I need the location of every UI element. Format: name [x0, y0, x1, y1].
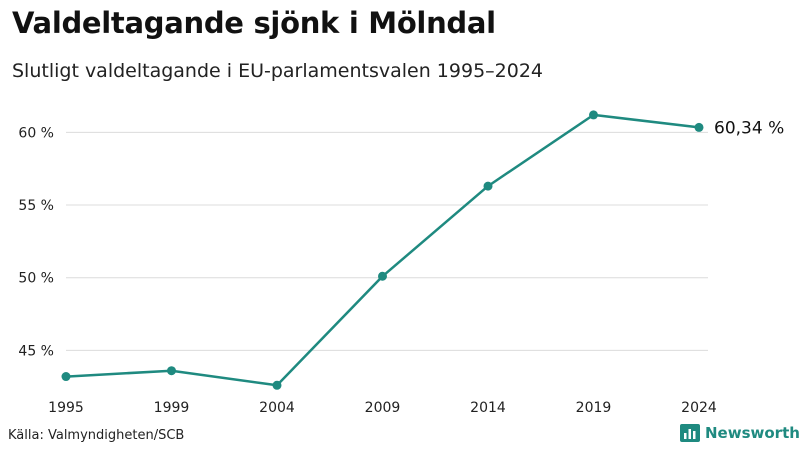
- data-point: [167, 366, 176, 376]
- x-tick-label: 1999: [154, 400, 190, 416]
- y-tick-label: 55 %: [18, 198, 54, 214]
- data-point: [378, 271, 387, 281]
- x-tick-label: 2004: [259, 400, 295, 416]
- bar-chart-logo-icon: [680, 424, 700, 442]
- end-value-label: 60,34 %: [714, 118, 784, 138]
- data-point: [483, 181, 493, 191]
- y-tick-label: 45 %: [18, 343, 54, 359]
- x-tick-label: 2014: [470, 400, 506, 416]
- data-point: [694, 122, 704, 132]
- data-point: [61, 372, 71, 382]
- chart-title: Valdeltagande sjönk i Mölndal: [12, 6, 496, 40]
- x-tick-label: 2024: [681, 400, 717, 416]
- y-tick-label: 50 %: [18, 271, 54, 287]
- source-note: Källa: Valmyndigheten/SCB: [8, 428, 185, 443]
- data-point: [272, 380, 282, 390]
- x-tick-label: 1995: [48, 400, 84, 416]
- x-tick-label: 2019: [576, 400, 612, 416]
- x-tick-label: 2009: [365, 400, 401, 416]
- y-tick-label: 60 %: [18, 125, 54, 141]
- brand-name: Newsworthy: [705, 424, 800, 442]
- brand-logo: Newsworthy: [680, 424, 800, 442]
- series-line: [64, 113, 701, 387]
- data-point: [589, 110, 598, 120]
- chart-subtitle: Slutligt valdeltagande i EU-parlamentsva…: [12, 60, 544, 82]
